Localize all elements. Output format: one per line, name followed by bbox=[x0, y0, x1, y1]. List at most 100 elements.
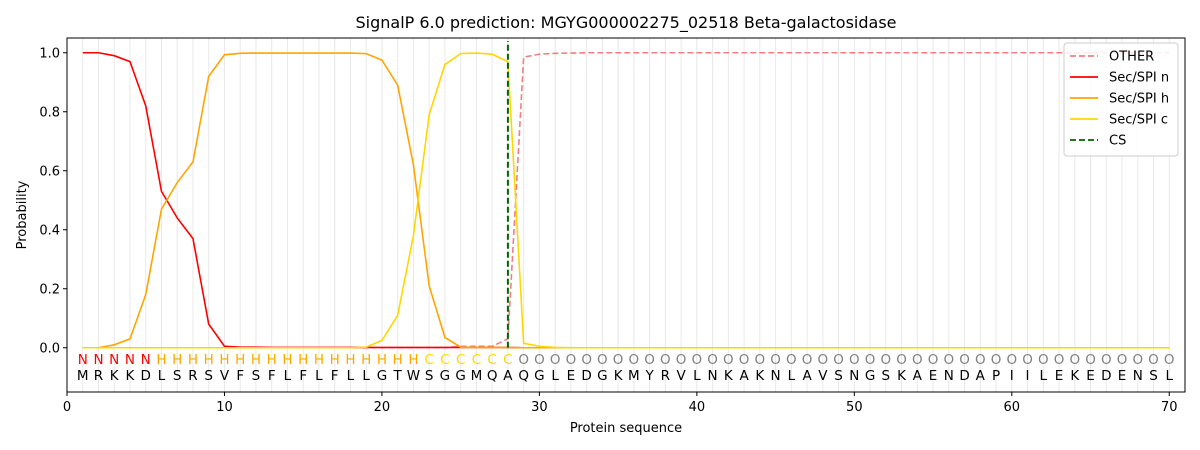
legend-label: Sec/SPI c bbox=[1109, 113, 1168, 128]
x-tick-label: 10 bbox=[216, 400, 233, 415]
region-label: O bbox=[865, 352, 876, 368]
region-label: H bbox=[219, 352, 229, 368]
residue-letter: L bbox=[284, 368, 292, 384]
residue-letter: K bbox=[755, 368, 765, 384]
residue-letter: S bbox=[882, 368, 891, 384]
region-label: O bbox=[943, 352, 954, 368]
x-tick-label: 40 bbox=[689, 400, 706, 415]
residue-letter: L bbox=[551, 368, 559, 384]
residue-letter: S bbox=[204, 368, 213, 384]
region-label: O bbox=[991, 352, 1002, 368]
residue-letter: V bbox=[220, 368, 230, 384]
region-label: H bbox=[282, 352, 292, 368]
region-label: O bbox=[660, 352, 671, 368]
region-label: O bbox=[597, 352, 608, 368]
region-label: O bbox=[707, 352, 718, 368]
plot-frame bbox=[66, 37, 1186, 393]
residue-letter: S bbox=[173, 368, 182, 384]
residue-letter: L bbox=[1165, 368, 1173, 384]
residue-letter: N bbox=[944, 368, 954, 384]
residue-letter: K bbox=[110, 368, 120, 384]
residue-letter: F bbox=[299, 368, 307, 384]
residue-letter: Y bbox=[644, 368, 654, 384]
residue-letter: T bbox=[393, 368, 403, 384]
y-tick-label: 1.0 bbox=[39, 46, 60, 61]
residue-letter: D bbox=[581, 368, 591, 384]
residue-letter: G bbox=[455, 368, 465, 384]
residue-letter: A bbox=[913, 368, 923, 384]
region-label: O bbox=[880, 352, 891, 368]
residue-letter: K bbox=[897, 368, 907, 384]
region-label: H bbox=[204, 352, 214, 368]
residue-letter: F bbox=[268, 368, 276, 384]
x-axis-label: Protein sequence bbox=[570, 421, 682, 436]
y-tick-label: 0.4 bbox=[39, 223, 60, 238]
region-label: O bbox=[644, 352, 655, 368]
residue-letter: G bbox=[865, 368, 875, 384]
region-label: H bbox=[361, 352, 371, 368]
x-tick-label: 0 bbox=[63, 400, 71, 415]
region-label: N bbox=[93, 352, 103, 368]
residue-letter: R bbox=[94, 368, 103, 384]
residue-letter: L bbox=[1040, 368, 1048, 384]
region-label: H bbox=[251, 352, 261, 368]
y-tick-label: 0.0 bbox=[39, 341, 60, 356]
region-label: H bbox=[377, 352, 387, 368]
region-label: H bbox=[267, 352, 277, 368]
region-label: O bbox=[629, 352, 640, 368]
legend-label: Sec/SPI h bbox=[1109, 92, 1169, 107]
region-label: O bbox=[802, 352, 813, 368]
legend-box bbox=[1063, 42, 1179, 157]
region-label: H bbox=[172, 352, 182, 368]
residue-letter: L bbox=[347, 368, 355, 384]
region-label: O bbox=[676, 352, 687, 368]
residue-letter: L bbox=[315, 368, 323, 384]
residue-letter: S bbox=[425, 368, 434, 384]
residue-letter: Q bbox=[518, 368, 529, 384]
residue-letter: K bbox=[614, 368, 624, 384]
region-label: O bbox=[739, 352, 750, 368]
residue-letter: Q bbox=[487, 368, 498, 384]
residue-letter: S bbox=[834, 368, 843, 384]
region-label: O bbox=[975, 352, 986, 368]
region-label: H bbox=[330, 352, 340, 368]
region-label: O bbox=[566, 352, 577, 368]
region-label: O bbox=[1069, 352, 1080, 368]
y-tick-label: 0.2 bbox=[39, 282, 60, 297]
region-label: O bbox=[833, 352, 844, 368]
residue-letter: L bbox=[788, 368, 796, 384]
region-label: H bbox=[393, 352, 403, 368]
residue-letter: S bbox=[252, 368, 261, 384]
region-label: N bbox=[125, 352, 135, 368]
y-tick-label: 0.8 bbox=[39, 105, 60, 120]
series-line-sec-spi-c bbox=[82, 52, 1170, 349]
residue-letter: P bbox=[992, 368, 1000, 384]
residue-letter: M bbox=[471, 368, 483, 384]
region-label: H bbox=[408, 352, 418, 368]
series-layer bbox=[82, 51, 1170, 349]
region-label: C bbox=[456, 352, 465, 368]
region-label: O bbox=[1054, 352, 1065, 368]
residue-letter: N bbox=[1133, 368, 1143, 384]
region-label: O bbox=[581, 352, 592, 368]
region-label: C bbox=[487, 352, 496, 368]
x-tick-label: 20 bbox=[374, 400, 391, 415]
region-label: O bbox=[755, 352, 766, 368]
residue-letter: K bbox=[1070, 368, 1080, 384]
residue-letter: N bbox=[771, 368, 781, 384]
residue-letter: F bbox=[236, 368, 244, 384]
residue-letter: E bbox=[1055, 368, 1064, 384]
region-label: O bbox=[1038, 352, 1049, 368]
region-label: O bbox=[1101, 352, 1112, 368]
residue-letter: L bbox=[693, 368, 701, 384]
region-label: O bbox=[1148, 352, 1159, 368]
region-label: O bbox=[912, 352, 923, 368]
region-label: O bbox=[849, 352, 860, 368]
region-label: O bbox=[818, 352, 829, 368]
region-label: O bbox=[518, 352, 529, 368]
region-label: H bbox=[298, 352, 308, 368]
region-label: O bbox=[1117, 352, 1128, 368]
region-label: N bbox=[141, 352, 151, 368]
residue-letter: I bbox=[1010, 368, 1014, 384]
